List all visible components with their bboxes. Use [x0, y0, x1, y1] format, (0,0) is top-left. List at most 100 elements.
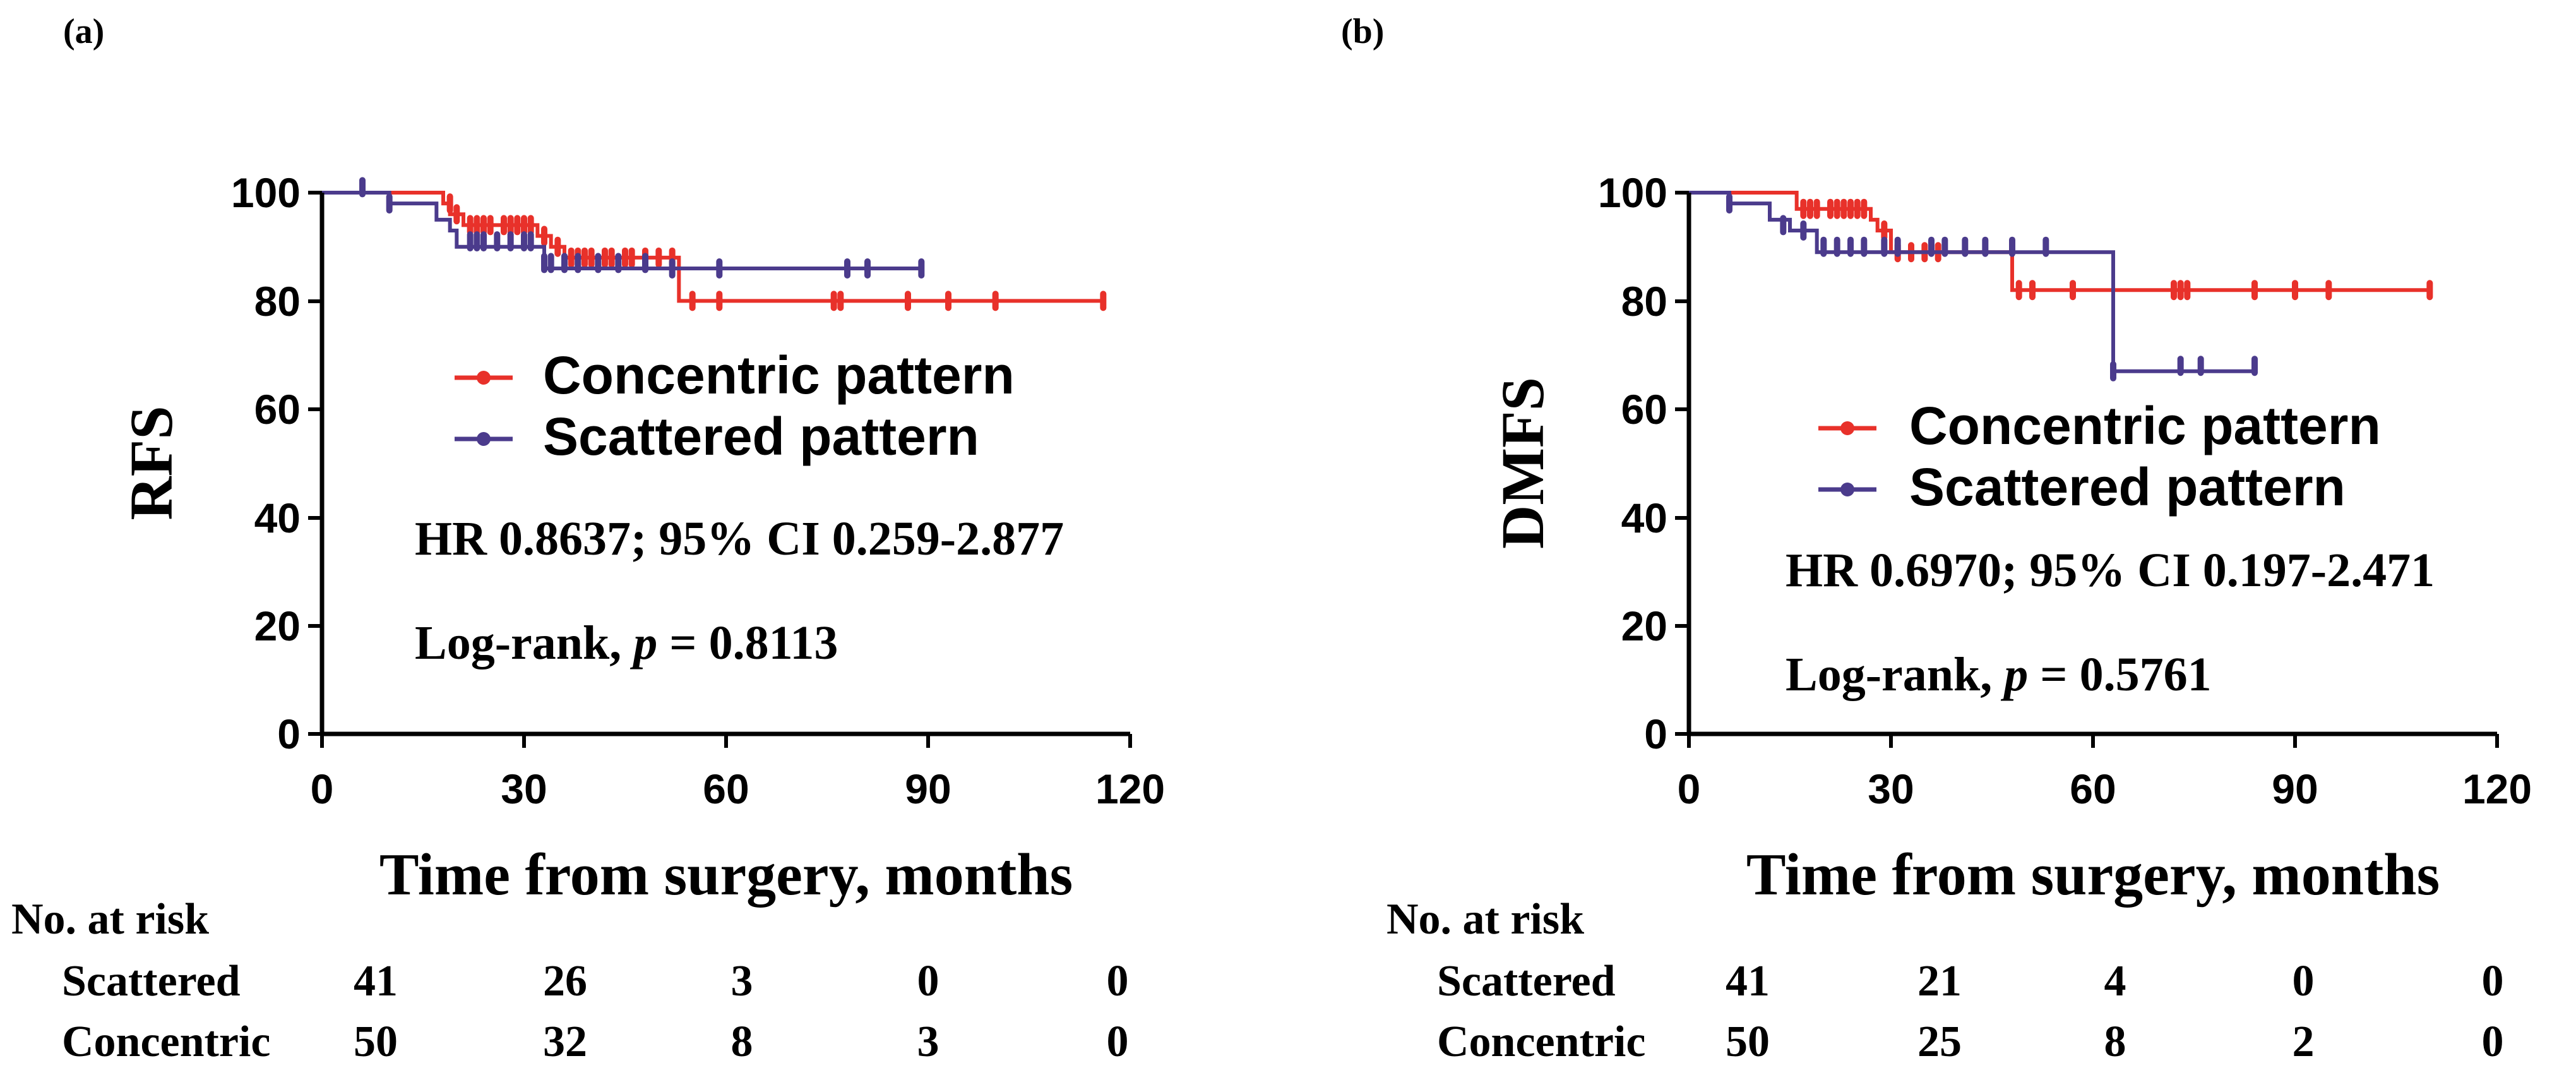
risk-cell-a: 0: [1107, 1018, 1129, 1066]
risk-cell-b: 50: [1726, 1018, 1770, 1066]
y-tick-label-a: 40: [254, 495, 301, 541]
risk-cell-a: 41: [354, 957, 398, 1006]
x-tick-label-b: 60: [2070, 766, 2116, 812]
risk-cell-b: 41: [1726, 957, 1770, 1006]
censor-mark-concentric-a: [1100, 291, 1107, 311]
x-tick-label-b: 0: [1678, 766, 1701, 812]
risk-cell-b: 8: [2104, 1018, 2126, 1066]
km-curve-scattered-b: [1689, 191, 2255, 373]
censor-mark-concentric-b: [2070, 280, 2076, 301]
censor-mark-concentric-a: [830, 291, 837, 311]
censor-mark-concentric-a: [602, 247, 608, 268]
p-symbol-a: p: [629, 616, 657, 670]
risk-cell-a: 3: [731, 957, 753, 1006]
censor-mark-concentric-a: [655, 247, 662, 268]
censor-mark-scattered-a: [864, 258, 871, 279]
km-curve-concentric-a: [322, 191, 1104, 303]
censor-mark-concentric-b: [1861, 198, 1868, 219]
p-symbol-b: p: [2000, 648, 2028, 701]
censor-mark-scattered-a: [386, 193, 393, 214]
logrank-prefix-b: Log-rank,: [1786, 648, 2004, 701]
censor-mark-concentric-a: [581, 247, 588, 268]
risk-cell-a: 0: [917, 957, 939, 1006]
censor-mark-concentric-a: [501, 215, 507, 236]
censor-mark-concentric-a: [521, 215, 527, 236]
censor-mark-scattered-b: [2251, 356, 2258, 376]
censor-mark-scattered-b: [2110, 361, 2116, 381]
y-tick-label-b: 80: [1621, 278, 1667, 325]
hr-annotation-a: HR 0.8637; 95% CI 0.259-2.877: [415, 512, 1064, 565]
censor-mark-scattered-b: [1834, 236, 1840, 257]
censor-mark-concentric-b: [1813, 198, 1820, 219]
legend-item-concentric-a: Concentric pattern: [455, 345, 1015, 405]
x-tick-label-a: 120: [1095, 766, 1165, 812]
panel-label-b: (b): [1341, 12, 1384, 51]
risk-row-label-b: Concentric: [1437, 1018, 1645, 1066]
y-tick-label-b: 100: [1598, 169, 1667, 216]
x-tick-label-b: 120: [2462, 766, 2532, 812]
risk-row-label-a: Concentric: [62, 1018, 270, 1066]
logrank-prefix-a: Log-rank,: [415, 616, 633, 670]
y-tick-label-b: 20: [1621, 603, 1667, 649]
censor-mark-concentric-a: [541, 225, 547, 246]
y-tick-label-a: 20: [254, 603, 301, 649]
censor-mark-scattered-b: [1881, 236, 1888, 257]
x-tick-label-a: 60: [703, 766, 749, 812]
censor-mark-concentric-a: [992, 291, 999, 311]
x-tick-label-a: 30: [501, 766, 547, 812]
censor-mark-concentric-a: [554, 236, 561, 257]
series-layer-a: [322, 177, 1107, 311]
censor-mark-concentric-a: [527, 215, 534, 236]
legend-marker-concentric-b: [1840, 421, 1854, 435]
risk-table-title-a: No. at risk: [11, 895, 209, 944]
risk-cell-b: 0: [2482, 1018, 2504, 1066]
series-layer-b: [1689, 191, 2433, 381]
y-axis-label-b: DMFS: [1489, 377, 1556, 549]
censor-mark-scattered-a: [561, 253, 568, 273]
censor-mark-scattered-b: [1928, 236, 1935, 257]
y-tick-label-b: 60: [1621, 386, 1667, 433]
censor-mark-concentric-a: [507, 215, 514, 236]
risk-row-label-b: Scattered: [1437, 957, 1616, 1006]
y-tick-label-a: 60: [254, 386, 301, 433]
censor-mark-concentric-b: [1854, 198, 1861, 219]
x-axis-label-b: Time from surgery, months: [1746, 842, 2440, 908]
y-axis-label-a: RFS: [117, 405, 185, 520]
censor-mark-scattered-b: [2197, 356, 2204, 376]
risk-cell-a: 50: [354, 1018, 398, 1066]
legend-label-concentric-b: Concentric pattern: [1909, 396, 2381, 455]
censor-mark-scattered-a: [467, 231, 474, 252]
censor-mark-scattered-a: [521, 231, 527, 252]
censor-mark-concentric-a: [568, 247, 575, 268]
logrank-annotation-a: Log-rank, p = 0.8113: [415, 616, 838, 670]
censor-mark-concentric-b: [1834, 198, 1840, 219]
km-curve-concentric-b: [1689, 191, 2430, 292]
censor-mark-scattered-b: [1982, 236, 1989, 257]
censor-mark-concentric-b: [2184, 280, 2191, 301]
censor-mark-concentric-a: [487, 215, 494, 236]
censor-mark-scattered-a: [359, 177, 366, 198]
censor-mark-scattered-a: [642, 253, 648, 273]
censor-mark-scattered-a: [507, 231, 514, 252]
censor-mark-concentric-a: [588, 247, 595, 268]
censor-mark-scattered-a: [844, 258, 850, 279]
censor-mark-scattered-a: [595, 253, 602, 273]
censor-mark-scattered-b: [2042, 236, 2049, 257]
censor-mark-concentric-a: [467, 215, 474, 236]
p-value-a: = 0.8113: [657, 616, 838, 670]
censor-mark-concentric-a: [905, 291, 911, 311]
censor-mark-scattered-b: [1847, 236, 1854, 257]
censor-mark-concentric-b: [2251, 280, 2258, 301]
censor-mark-scattered-b: [1800, 220, 1807, 241]
legend-item-scattered-a: Scattered pattern: [455, 407, 979, 466]
censor-mark-scattered-a: [575, 253, 581, 273]
legend-a: Concentric pattern Scattered pattern: [455, 345, 1015, 466]
panel-a: (a) 0 20 40 60 80 100 0 30 60 90 120 Tim…: [11, 12, 1165, 1066]
censor-mark-concentric-b: [2426, 280, 2433, 301]
censor-mark-concentric-a: [716, 291, 723, 311]
censor-mark-scattered-b: [1820, 236, 1827, 257]
y-tick-label-a: 0: [277, 711, 301, 757]
censor-mark-scattered-a: [480, 231, 487, 252]
censor-mark-concentric-a: [514, 215, 521, 236]
legend-marker-concentric-a: [477, 371, 491, 385]
